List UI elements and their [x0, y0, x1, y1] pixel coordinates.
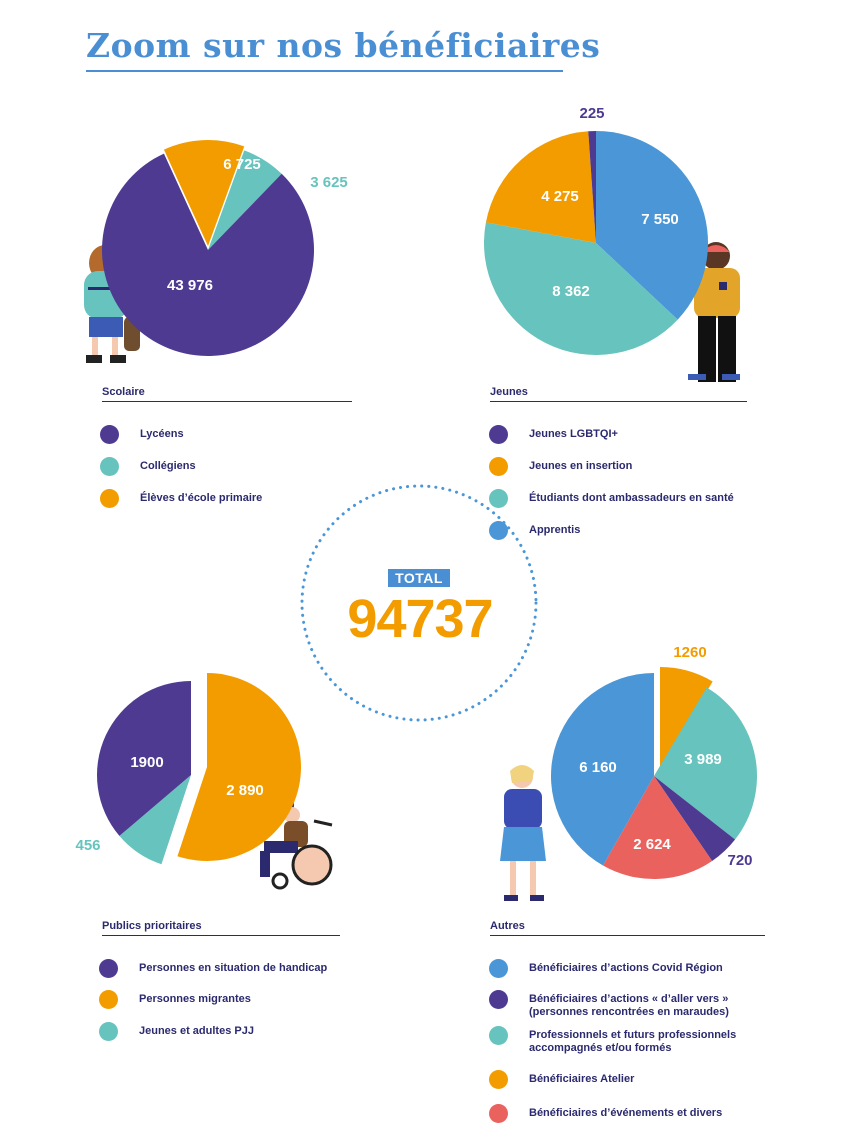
legend-label: Étudiants dont ambassadeurs en santé	[529, 492, 734, 504]
legend-item: Bénéficiaires d’actions Covid Région	[489, 959, 759, 993]
section-rule-publics-prioritaires	[102, 935, 340, 936]
legend-item: Bénéficiaires d’actions « d’aller vers »…	[489, 990, 759, 1029]
legend-label: Bénéficiaires d’actions « d’aller vers »…	[529, 993, 729, 1018]
legend-label: Jeunes en insertion	[529, 460, 633, 472]
pie-slice	[208, 150, 282, 250]
pie-slice-label: 3 989	[684, 751, 722, 768]
legend-item: Personnes migrantes	[99, 990, 327, 1025]
legend-item: Professionnels et futurs professionnels …	[489, 1026, 759, 1073]
legend-item: Personnes en situation de handicap	[99, 959, 328, 993]
page-title: Zoom sur nos bénéficiaires	[86, 26, 601, 65]
pie-1	[484, 131, 709, 355]
pie-slice	[551, 673, 654, 866]
section-title-autres: Autres	[490, 920, 525, 932]
pie-slice-label: 6 725	[223, 156, 261, 173]
pie-slice	[596, 131, 709, 320]
pie-slice-label: 8 362	[552, 283, 590, 300]
legend-label: Personnes en situation de handicap	[139, 962, 328, 974]
legend-item: Apprentis	[489, 521, 734, 556]
pie-slice-label: 3 625	[310, 174, 348, 191]
legend-autres: Bénéficiaires d’actions Covid Région Bén…	[489, 959, 759, 1127]
pie-slice-label: 7 550	[641, 211, 679, 228]
legend-label: Élèves d’école primaire	[140, 492, 263, 504]
legend-item: Lycéens	[100, 425, 262, 460]
pie-slice	[654, 687, 758, 840]
legend-publics-prioritaires: Personnes en situation de handicap Perso…	[99, 959, 328, 1057]
legend-dot	[489, 990, 508, 1009]
legend-dot	[100, 425, 119, 444]
pie-slice	[485, 131, 596, 243]
title-underline	[86, 70, 563, 72]
legend-dot	[99, 1022, 118, 1041]
legend-item: Jeunes et adultes PJJ	[99, 1022, 327, 1057]
section-rule-scolaire	[102, 401, 352, 402]
pie-slice	[588, 131, 596, 243]
pie-slice-label: 456	[75, 837, 100, 854]
legend-dot	[489, 425, 508, 444]
pie-slice	[96, 681, 191, 836]
pie-slice-label: 2 890	[226, 782, 264, 799]
legend-label: Bénéficiaires Atelier	[529, 1073, 635, 1085]
legend-item: Jeunes en insertion	[489, 457, 734, 492]
pie-slice	[177, 673, 301, 861]
legend-label: Collégiens	[140, 460, 196, 472]
legend-jeunes: Jeunes LGBTQI+ Jeunes en insertion Étudi…	[489, 425, 734, 556]
woman-illustration-icon	[500, 765, 546, 901]
legend-dot	[100, 489, 119, 508]
total-badge: TOTAL	[388, 569, 450, 587]
legend-dot	[489, 959, 508, 978]
pie-slice-label: 2 624	[633, 836, 671, 853]
section-title-publics-prioritaires: Publics prioritaires	[102, 920, 202, 932]
legend-label: Personnes migrantes	[139, 993, 251, 1005]
pie-slice	[119, 775, 191, 865]
legend-label: Lycéens	[140, 428, 184, 440]
legend-dot	[489, 521, 508, 540]
pie-slice-label: 1900	[130, 754, 163, 771]
section-title-jeunes: Jeunes	[490, 386, 528, 398]
total-value: 94737	[347, 589, 493, 649]
legend-item: Collégiens	[100, 457, 262, 492]
pie-slice	[163, 139, 245, 246]
pie-slice	[602, 776, 713, 879]
legend-dot	[99, 990, 118, 1009]
legend-scolaire: Lycéens Collégiens Élèves d’école primai…	[100, 425, 263, 524]
pie-slice-label: 6 160	[579, 759, 617, 776]
legend-label: Jeunes et adultes PJJ	[139, 1025, 254, 1037]
pie-slice-label: 225	[579, 105, 604, 122]
pie-slice-label: 1260	[673, 644, 706, 661]
total-dotted-ring	[300, 484, 538, 722]
legend-dot	[489, 489, 508, 508]
pie-0	[102, 139, 315, 356]
legend-label: Professionnels et futurs professionnels …	[529, 1029, 737, 1054]
legend-dot	[489, 457, 508, 476]
legend-dot	[100, 457, 119, 476]
pie-slice	[102, 153, 315, 356]
legend-item: Bénéficiaires Atelier	[489, 1070, 759, 1107]
legend-item: Élèves d’école primaire	[100, 489, 263, 524]
pie-slice-label: 720	[727, 852, 752, 869]
legend-label: Bénéficiaires d’actions Covid Région	[529, 962, 723, 974]
legend-label: Jeunes LGBTQI+	[529, 428, 618, 440]
legend-dot	[489, 1070, 508, 1089]
legend-item: Bénéficiaires d’événements et divers	[489, 1104, 759, 1127]
pie-slice	[654, 776, 736, 862]
pie-2	[96, 673, 301, 865]
section-title-scolaire: Scolaire	[102, 386, 145, 398]
pie-slice-label: 4 275	[541, 188, 579, 205]
section-rule-autres	[490, 935, 765, 936]
pie-slice-label: 43 976	[167, 277, 213, 294]
legend-item: Étudiants dont ambassadeurs en santé	[489, 489, 734, 524]
legend-label: Apprentis	[529, 524, 581, 536]
legend-dot	[489, 1104, 508, 1123]
legend-dot	[99, 959, 118, 978]
young-man-illustration-icon	[688, 242, 740, 382]
section-rule-jeunes	[490, 401, 747, 402]
legend-dot	[489, 1026, 508, 1045]
pie-slice	[484, 222, 678, 355]
legend-item: Jeunes LGBTQI+	[489, 425, 734, 460]
legend-label: Bénéficiaires d’événements et divers	[529, 1107, 723, 1119]
pie-3	[551, 667, 758, 879]
